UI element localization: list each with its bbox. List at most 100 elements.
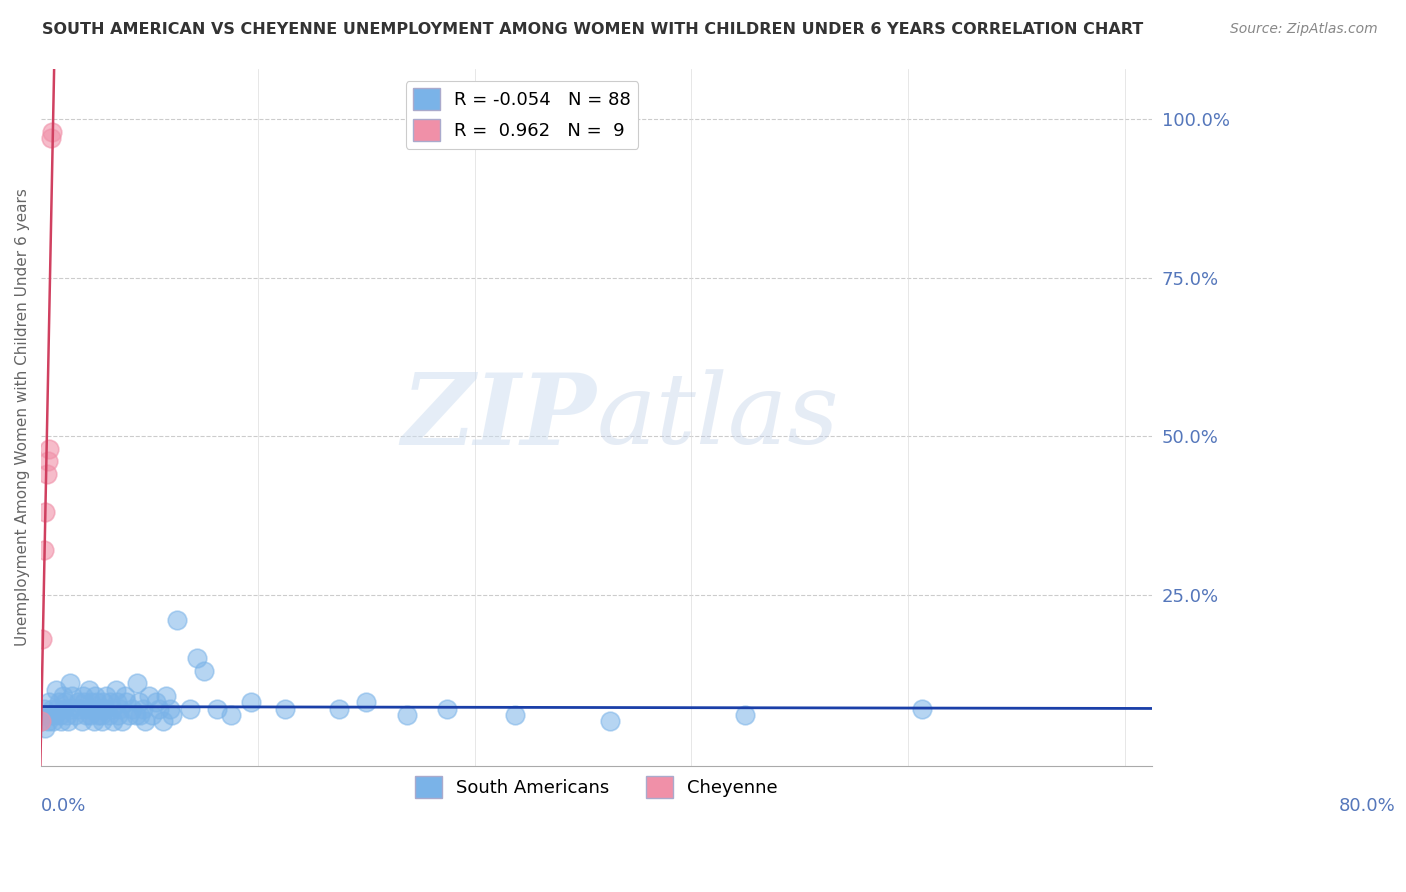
Point [94,689,117,703]
Point [129,708,152,723]
Point [599,714,621,729]
Point [108,701,131,715]
Point [354,695,377,709]
Point [45,682,67,697]
Text: atlas: atlas [596,369,839,465]
Point [134,714,156,729]
Point [94,701,117,715]
Point [67,701,90,715]
Point [93,695,115,709]
Point [115,695,138,709]
Point [155,689,177,703]
Point [100,701,122,715]
Point [503,708,526,723]
Text: SOUTH AMERICAN VS CHEYENNE UNEMPLOYMENT AMONG WOMEN WITH CHILDREN UNDER 6 YEARS : SOUTH AMERICAN VS CHEYENNE UNEMPLOYMENT … [42,22,1143,37]
Point [35,467,58,482]
Point [55,695,77,709]
Point [30,714,52,729]
Point [75,708,97,723]
Point [395,708,418,723]
Point [98,695,121,709]
Point [131,701,153,715]
Point [31,708,53,723]
Point [41,701,63,715]
Point [910,701,932,715]
Point [44,708,66,723]
Point [38,442,60,456]
Point [128,695,150,709]
Point [107,708,129,723]
Point [63,708,86,723]
Point [49,708,72,723]
Point [37,454,59,468]
Point [34,505,56,519]
Point [76,701,98,715]
Point [219,708,242,723]
Point [31,632,53,646]
Point [42,714,65,729]
Point [77,682,100,697]
Point [39,131,62,145]
Point [86,695,108,709]
Point [60,689,83,703]
Point [56,708,79,723]
Point [436,701,458,715]
Point [328,701,350,715]
Point [48,695,70,709]
Point [73,695,96,709]
Point [104,682,127,697]
Text: Source: ZipAtlas.com: Source: ZipAtlas.com [1230,22,1378,37]
Point [240,695,263,709]
Point [186,651,208,665]
Point [32,701,55,715]
Point [84,689,107,703]
Point [205,701,228,715]
Point [41,125,63,139]
Point [70,714,93,729]
Point [141,708,163,723]
Point [138,689,160,703]
Point [101,714,124,729]
Point [166,613,188,627]
Text: ZIP: ZIP [402,368,596,466]
Point [80,695,103,709]
Point [105,695,128,709]
Point [32,543,55,558]
Point [59,701,82,715]
Point [87,708,110,723]
Point [159,701,181,715]
Point [34,721,56,735]
Point [37,714,59,729]
Point [66,695,89,709]
Point [90,708,112,723]
Point [58,676,80,690]
Point [162,708,184,723]
Point [38,695,60,709]
Point [118,708,141,723]
Text: 0.0%: 0.0% [41,797,87,815]
Point [125,708,148,723]
Point [82,701,104,715]
Point [39,708,62,723]
Point [91,714,114,729]
Point [179,701,201,715]
Point [193,664,215,678]
Point [52,689,75,703]
Point [145,695,167,709]
Y-axis label: Unemployment Among Women with Children Under 6 years: Unemployment Among Women with Children U… [15,188,30,646]
Point [83,714,105,729]
Point [97,708,120,723]
Point [121,701,143,715]
Point [53,701,76,715]
Legend: South Americans, Cheyenne: South Americans, Cheyenne [408,769,785,805]
Point [79,708,101,723]
Point [274,701,297,715]
Point [114,689,136,703]
Point [72,689,94,703]
Point [152,714,174,729]
Point [734,708,756,723]
Point [148,701,170,715]
Point [58,714,80,729]
Point [89,701,111,715]
Point [51,714,73,729]
